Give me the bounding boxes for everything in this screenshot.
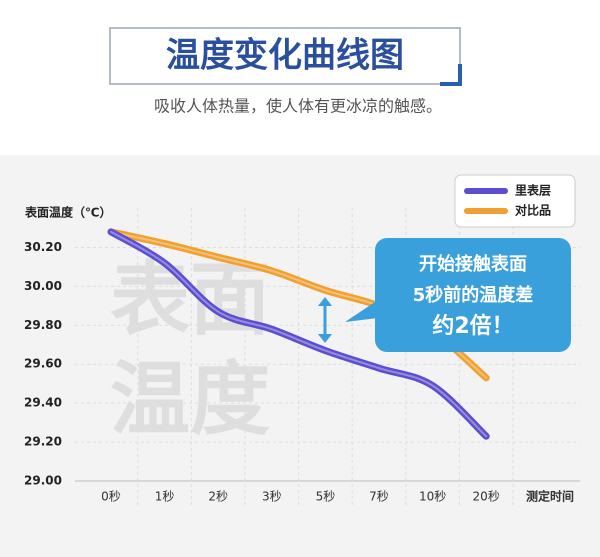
y-tick-label: 29.40 [24,396,62,410]
y-tick-label: 29.60 [24,357,62,371]
x-tick-label: 7秒 [369,490,389,504]
x-tick-label: 3秒 [262,490,282,504]
legend-label: 对比品 [515,203,551,218]
y-tick-label: 30.00 [24,279,62,293]
callout-text: 约2倍！ [432,313,513,339]
x-tick-label: 1秒 [155,490,175,504]
double-arrow [318,297,332,343]
callout-text: 5秒前的温度差 [413,284,534,306]
y-tick-label: 29.80 [24,318,62,332]
series-highlight [110,230,488,438]
y-tick-label: 30.20 [24,240,62,254]
x-tick-label: 0秒 [101,490,121,504]
series-line [107,228,490,440]
x-tick-label: 2秒 [208,490,228,504]
watermark: 表面 [110,253,270,346]
x-tick-label: 20秒 [473,490,500,504]
x-tick-label: 5秒 [316,490,336,504]
y-tick-label: 29.20 [24,435,62,449]
callout-pointer [345,300,378,322]
x-axis-label: 测定时间 [526,489,574,504]
legend-label: 里表层 [515,183,551,198]
callout-text: 开始接触表面 [419,253,527,275]
title-box [109,27,461,85]
callout-box [375,238,571,352]
y-tick-label: 29.00 [24,474,62,488]
chart-title: 温度变化曲线图 [166,36,404,76]
y-axis-label: 表面温度（℃） [24,205,112,220]
subtitle: 吸收人体热量，使人体有更冰凉的触感。 [154,97,442,116]
title-accent [440,64,462,86]
watermark: 温度 [110,353,270,446]
x-tick-label: 10秒 [419,490,446,504]
